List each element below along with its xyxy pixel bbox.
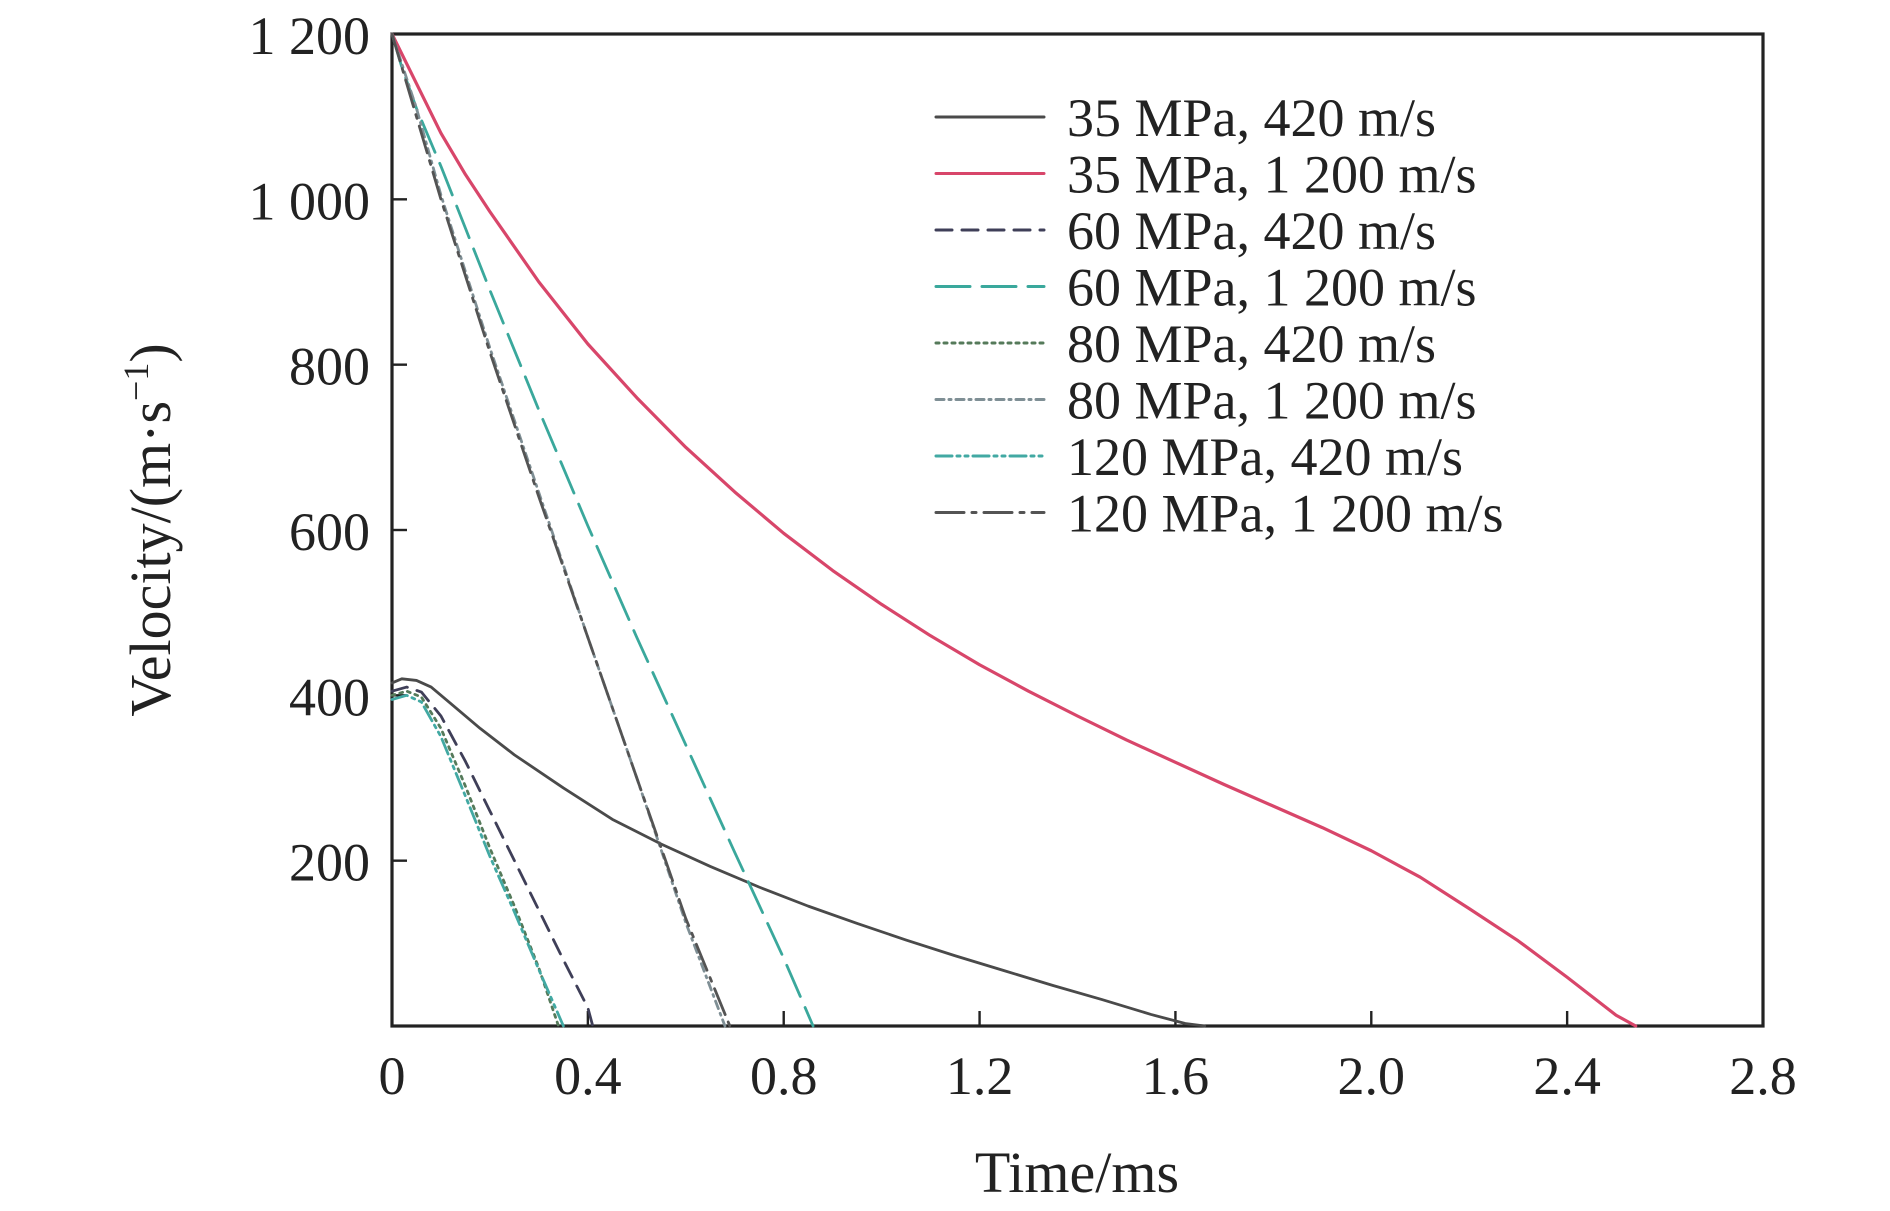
y-tick-label-800: 800	[289, 337, 370, 397]
x-tick-label-2-8: 2.8	[1729, 1046, 1797, 1106]
series-line-120-mpa-1-200-m-s	[390, 32, 732, 1028]
series-line-120-mpa-420-m-s	[390, 693, 565, 1028]
legend-label-35-mpa-1-200-m-s: 35 MPa, 1 200 m/s	[1067, 145, 1477, 205]
legend-label-80-mpa-420-m-s: 80 MPa, 420 m/s	[1067, 314, 1436, 374]
legend-label-60-mpa-420-m-s: 60 MPa, 420 m/s	[1067, 201, 1436, 261]
series-line-35-mpa-1-200-m-s	[390, 32, 1638, 1028]
legend-label-35-mpa-420-m-s: 35 MPa, 420 m/s	[1067, 88, 1436, 148]
y-axis-label-sup: −1	[116, 363, 156, 401]
x-tick-label-0-8: 0.8	[750, 1046, 818, 1106]
x-tick-label-2-0: 2.0	[1338, 1046, 1406, 1106]
series-line-60-mpa-420-m-s	[390, 685, 595, 1028]
legend-label-80-mpa-1-200-m-s: 80 MPa, 1 200 m/s	[1067, 371, 1477, 431]
y-tick-label-200: 200	[289, 833, 370, 893]
legend: 35 MPa, 420 m/s35 MPa, 1 200 m/s60 MPa, …	[934, 88, 1504, 544]
x-tick-group: 0 0.4 0.8 1.2 1.6 2.0 2.4 2.8	[379, 1011, 1797, 1106]
legend-label-120-mpa-1-200-m-s: 120 MPa, 1 200 m/s	[1067, 484, 1504, 544]
legend-label-120-mpa-420-m-s: 120 MPa, 420 m/s	[1067, 427, 1463, 487]
series-layer	[390, 32, 1638, 1028]
x-tick-label-0: 0	[379, 1046, 406, 1106]
series-line-60-mpa-1-200-m-s	[390, 32, 815, 1028]
x-tick-label-1-6: 1.6	[1142, 1046, 1210, 1106]
x-tick-label-0-4: 0.4	[554, 1046, 622, 1106]
y-axis-label-close: )	[118, 343, 183, 362]
x-axis-label: Time/ms	[975, 1140, 1179, 1205]
series-line-80-mpa-420-m-s	[390, 689, 560, 1028]
y-tick-label-400: 400	[289, 667, 370, 727]
y-tick-label-1-200: 1 200	[249, 6, 371, 66]
y-tick-label-600: 600	[289, 502, 370, 562]
legend-label-60-mpa-1-200-m-s: 60 MPa, 1 200 m/s	[1067, 258, 1477, 318]
y-tick-group: 200 400 600 800 1 000 1 200	[249, 6, 407, 893]
y-axis-label: Velocity/(m·s−1)	[116, 343, 183, 716]
series-line-35-mpa-420-m-s	[390, 677, 1207, 1028]
y-tick-label-1-000: 1 000	[249, 171, 371, 231]
series-line-80-mpa-1-200-m-s	[390, 32, 727, 1028]
x-tick-label-1-2: 1.2	[946, 1046, 1014, 1106]
y-axis-label-main: Velocity/(m·s	[118, 401, 183, 717]
x-tick-label-2-4: 2.4	[1533, 1046, 1601, 1106]
